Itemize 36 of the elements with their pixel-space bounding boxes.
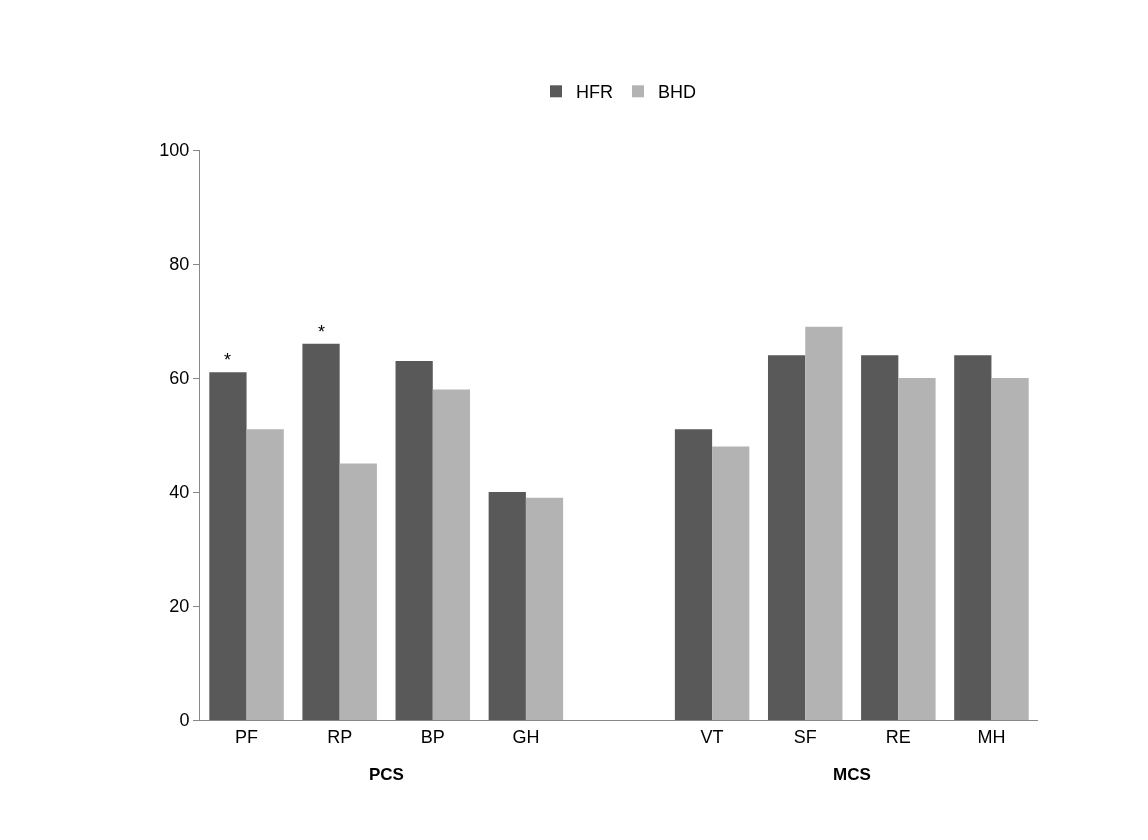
x-tick-label: PF (235, 726, 259, 747)
bar (302, 343, 340, 720)
bar (898, 378, 936, 720)
legend-label: BHD (658, 82, 697, 103)
bar (339, 463, 377, 720)
x-tick-label: BP (420, 726, 445, 747)
bar (209, 372, 247, 720)
bar (954, 355, 992, 720)
bar (488, 492, 526, 720)
x-tick-label: GH (512, 726, 540, 747)
bar (861, 355, 899, 720)
y-tick-label: 40 (169, 482, 190, 503)
bar (805, 326, 843, 720)
bar (432, 389, 471, 720)
x-tick-label: RP (327, 726, 353, 747)
y-tick-label: 60 (169, 368, 190, 389)
y-tick-label: 20 (169, 596, 190, 617)
y-tick-label: 0 (179, 710, 190, 731)
bar (246, 429, 284, 720)
x-tick-label: VT (700, 726, 724, 747)
text: MCS (833, 765, 871, 784)
y-tick-label: 100 (159, 140, 190, 161)
y-tick-label: 80 (169, 254, 190, 275)
x-tick-label: RE (885, 726, 911, 747)
x-tick-label: MH (977, 726, 1006, 747)
bar (767, 355, 806, 720)
text: PCS (369, 765, 404, 784)
bar (991, 378, 1029, 720)
annotation: * (224, 350, 232, 370)
x-tick-label: SF (793, 726, 817, 747)
bar (712, 446, 750, 720)
bar (525, 497, 564, 720)
bar (674, 429, 713, 720)
legend-label: HFR (576, 82, 613, 103)
annotation: * (318, 322, 326, 342)
bar (395, 360, 433, 720)
